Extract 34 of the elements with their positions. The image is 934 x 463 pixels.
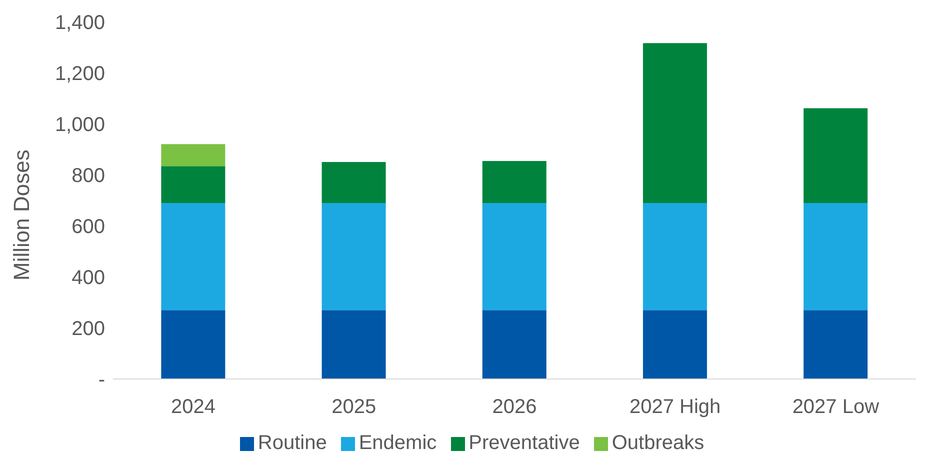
y-tick-label: 1,000 <box>54 114 105 136</box>
x-tick-label: 2027 High <box>630 396 721 418</box>
bar <box>322 203 386 310</box>
legend-label: Outbreaks <box>610 432 704 455</box>
x-tick-label: 2026 <box>492 396 537 418</box>
bar <box>642 203 707 310</box>
legend-label: Preventative <box>468 432 580 455</box>
y-tick-label: 600 <box>72 216 105 238</box>
bar <box>482 310 546 379</box>
bar <box>322 310 386 379</box>
bar <box>161 166 226 204</box>
y-tick-label: 800 <box>72 165 105 188</box>
bar <box>804 310 868 379</box>
y-tick-label: 1,200 <box>54 63 105 86</box>
x-tick-label: 2027 Low <box>792 396 880 418</box>
bar <box>482 160 546 204</box>
bar <box>804 108 868 204</box>
y-axis-title: Million Doses <box>8 150 34 280</box>
bar <box>322 162 386 204</box>
y-tick-label: 400 <box>72 267 105 290</box>
bar <box>642 310 707 379</box>
bar <box>642 43 707 204</box>
x-tick-label: 2025 <box>332 396 376 418</box>
y-tick-label: 200 <box>72 318 105 340</box>
y-tick-label: 1,400 <box>54 12 105 34</box>
x-tick-label: 2024 <box>171 396 216 418</box>
bar <box>161 203 226 310</box>
legend-label: Routine <box>256 432 327 455</box>
bar <box>161 144 226 166</box>
bar <box>161 310 226 379</box>
legend-label: Endemic <box>358 432 437 455</box>
y-tick-label: - <box>98 369 105 392</box>
bar <box>804 203 868 310</box>
bar <box>482 203 546 310</box>
